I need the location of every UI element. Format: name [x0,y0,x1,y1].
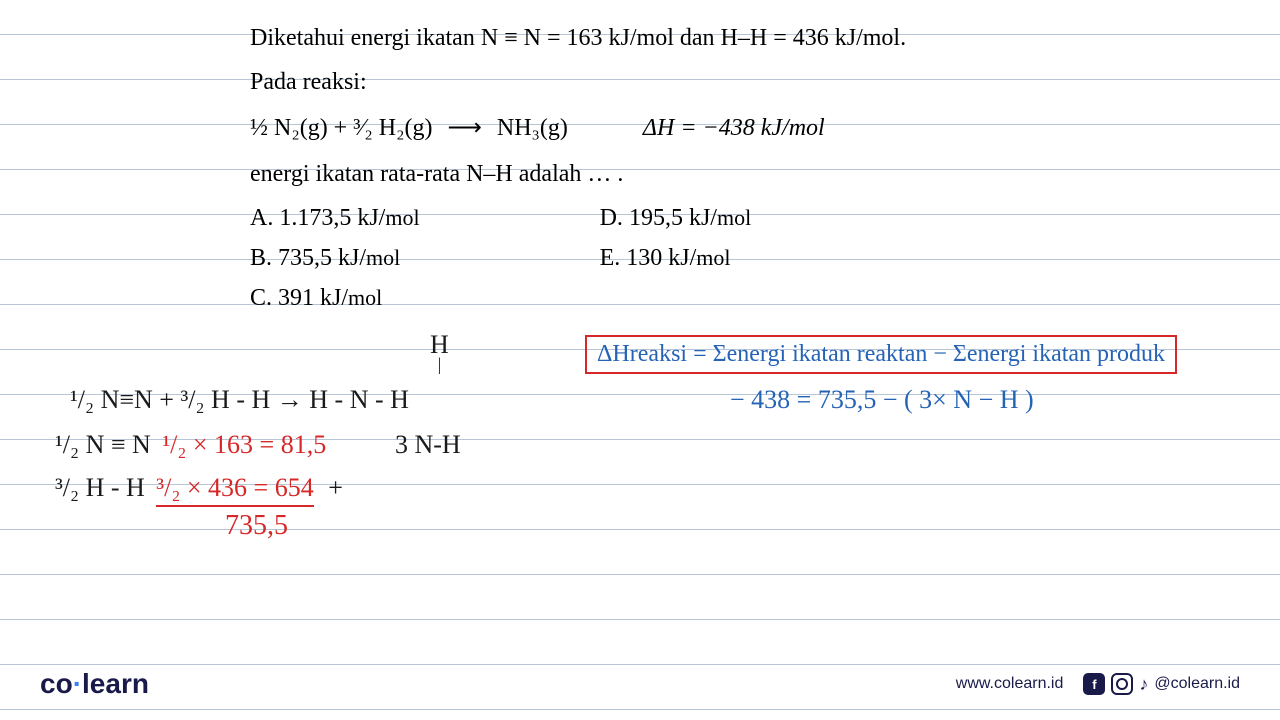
calc-n2-value: ¹/₂ × 163 = 81,5 [162,430,326,459]
social-handle: @colearn.id [1154,675,1240,693]
option-a-unit: mol [385,205,419,230]
plus-sign: + [328,473,343,502]
sum-result: 735,5 [225,510,288,542]
calc-h2-formula: ³/₂ H - H [55,473,145,502]
option-d-label: D. [600,205,623,231]
option-a: A. 1.173,5 kJ/mol [250,200,420,236]
nh-structure-top: H | [430,333,449,373]
option-a-label: A. [250,205,273,231]
option-e-value: 130 kJ/ [626,245,696,271]
option-a-value: 1.173,5 kJ/ [279,205,385,231]
option-c-label: C. [250,285,272,311]
option-e-label: E. [600,245,621,271]
option-b-unit: mol [366,245,400,270]
option-b-label: B. [250,245,272,271]
options-right-column: D. 195,5 kJ/mol E. 130 kJ/mol [600,200,752,316]
option-c: C. 391 kJ/mol [250,280,420,316]
option-c-unit: mol [348,285,382,310]
footer-right: www.colearn.id f ♪ @colearn.id [956,673,1240,695]
options-container: A. 1.173,5 kJ/mol B. 735,5 kJ/mol C. 391… [250,200,1240,316]
footer: co·learn www.colearn.id f ♪ @colearn.id [40,668,1240,700]
problem-block: Diketahui energi ikatan N ≡ N = 163 kJ/m… [250,20,1240,316]
three-nh-label: 3 N-H [395,430,461,460]
option-e-unit: mol [696,245,730,270]
problem-given: Diketahui energi ikatan N ≡ N = 163 kJ/m… [250,20,1240,56]
option-b: B. 735,5 kJ/mol [250,240,420,276]
colearn-logo: co·learn [40,668,149,700]
option-d-value: 195,5 kJ/ [629,205,717,231]
option-e: E. 130 kJ/mol [600,240,752,276]
reaction-structural: ¹/₂ N≡N + ³/₂ H - H → H - N - H [70,385,409,415]
option-c-value: 391 kJ/ [278,285,348,311]
logo-learn: learn [82,668,149,699]
formula-box: ΔHreaksi = Σenergi ikatan reaktan − Σene… [585,335,1177,374]
equation-reactants: ½ N₂(g) + ³⁄₂ H₂(g) [250,110,432,146]
structure-h-atom: H [430,333,449,356]
equation-product: NH₃(g) [497,110,568,146]
options-left-column: A. 1.173,5 kJ/mol B. 735,5 kJ/mol C. 391… [250,200,420,316]
option-b-value: 735,5 kJ/ [278,245,366,271]
calc-line-n2: ¹/₂ N ≡ N ¹/₂ × 163 = 81,5 [55,430,326,460]
tiktok-icon: ♪ [1139,674,1148,695]
facebook-icon: f [1083,673,1105,695]
website-url: www.colearn.id [956,675,1064,693]
reaction-equation: ½ N₂(g) + ³⁄₂ H₂(g) ⟶ NH₃(g) ΔH = −438 k… [250,110,1240,146]
option-d: D. 195,5 kJ/mol [600,200,752,236]
equation-delta-h: ΔH = −438 kJ/mol [643,110,825,146]
instagram-icon [1111,673,1133,695]
social-icons: f ♪ @colearn.id [1083,673,1240,695]
calculation-line: − 438 = 735,5 − ( 3× N − H ) [730,385,1034,415]
calc-h2-value: ³/₂ × 436 = 654 [156,473,313,507]
logo-dot: · [73,668,82,699]
formula-text: ΔHreaksi = Σenergi ikatan reaktan − Σene… [597,341,1165,367]
problem-reaction-label: Pada reaksi: [250,64,1240,100]
option-d-unit: mol [717,205,751,230]
logo-co: co [40,668,73,699]
calc-n2-formula: ¹/₂ N ≡ N [55,430,151,459]
equation-arrow: ⟶ [447,110,481,146]
content-area: Diketahui energi ikatan N ≡ N = 163 kJ/m… [0,0,1280,336]
calc-line-h2: ³/₂ H - H ³/₂ × 436 = 654 + [55,473,343,507]
question-text: energi ikatan rata-rata N–H adalah … . [250,156,1240,192]
